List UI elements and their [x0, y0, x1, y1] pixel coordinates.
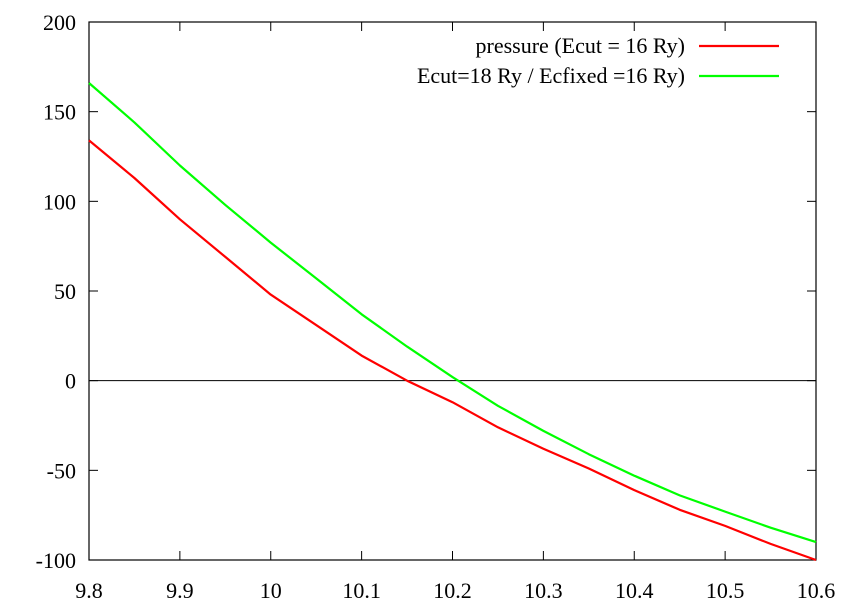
- x-tick-label: 10: [260, 578, 282, 603]
- y-tick-label: -100: [36, 548, 76, 573]
- x-tick-label: 10.5: [706, 578, 745, 603]
- x-tick-label: 10.6: [797, 578, 836, 603]
- y-tick-label: 200: [43, 10, 76, 35]
- legend: pressure (Ecut = 16 Ry) Ecut=18 Ry / Ecfi…: [417, 33, 779, 88]
- y-tick-label: -50: [47, 458, 76, 483]
- y-tick-label: 50: [54, 279, 76, 304]
- series-line-1: [88, 139, 817, 562]
- x-tick-label: 9.9: [166, 578, 194, 603]
- y-tick-label: 0: [65, 369, 76, 394]
- y-tick-label: 150: [43, 100, 76, 125]
- legend-label-2: Ecut=18 Ry / Ecfixed =16 Ry): [417, 63, 685, 88]
- x-tick-label: 10.3: [524, 578, 563, 603]
- series-line-2: [88, 82, 817, 544]
- x-tick-label: 9.8: [75, 578, 103, 603]
- x-tick-label: 10.2: [433, 578, 472, 603]
- y-tick-label: 100: [43, 189, 76, 214]
- x-tick-label: 10.1: [342, 578, 381, 603]
- axes: 200 150 100 50 0 -50 -100 9.8 9.9 10 10.1 10.2 10.3 1…: [36, 10, 836, 603]
- series-layer: [88, 82, 817, 562]
- legend-label-1: pressure (Ecut = 16 Ry): [476, 33, 685, 58]
- plot-frame: [88, 21, 817, 561]
- x-tick-label: 10.4: [615, 578, 654, 603]
